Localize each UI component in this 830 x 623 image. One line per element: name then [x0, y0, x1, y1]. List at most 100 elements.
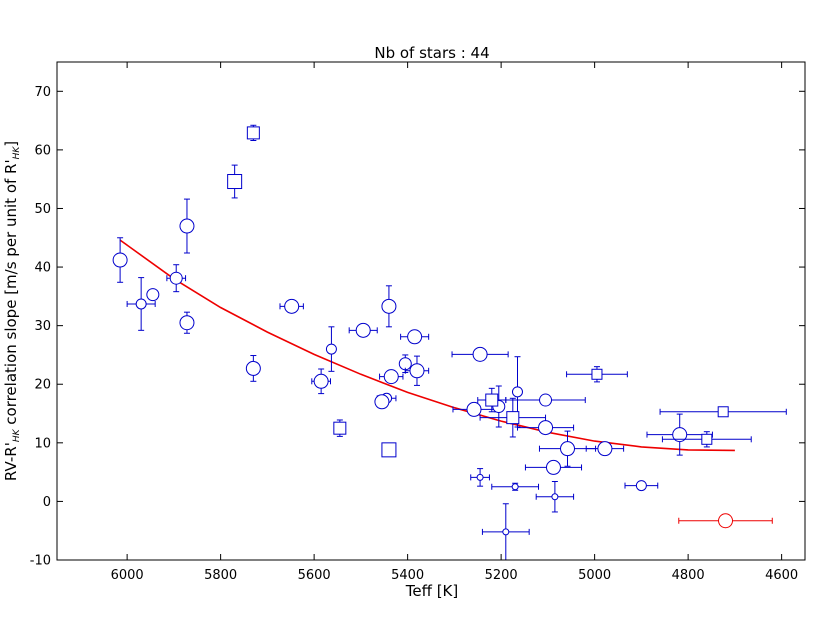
point-marker-square	[333, 421, 347, 435]
point-marker-circle	[476, 473, 484, 481]
point-marker-circle	[381, 298, 397, 314]
data-point	[479, 397, 547, 438]
data-point	[404, 355, 430, 386]
point-marker-circle	[135, 298, 147, 310]
data-point	[400, 329, 430, 345]
y-axis-title: RV-R'HK correlation slope [m/s per unit …	[2, 141, 22, 481]
data-point	[246, 124, 260, 142]
data-point	[166, 264, 187, 293]
data-point	[535, 480, 575, 513]
data-point	[379, 369, 404, 385]
data-point	[348, 322, 378, 338]
point-marker-circle	[245, 360, 261, 376]
point-marker-square	[381, 442, 397, 458]
data-point	[179, 198, 195, 254]
point-marker-circle	[718, 513, 734, 529]
y-axis-title-sub2: HK	[12, 146, 22, 160]
data-point	[245, 355, 261, 382]
point-marker-circle	[466, 401, 482, 417]
data-point	[524, 459, 583, 475]
data-point	[179, 311, 195, 334]
y-axis-title-pre: RV-R'	[2, 442, 20, 481]
x-tick-label: 5200	[485, 568, 518, 583]
data-point	[477, 387, 507, 413]
y-axis-title-mid: correlation slope [m/s per unit of R'	[2, 159, 20, 429]
data-point	[374, 394, 390, 410]
point-marker-circle	[635, 480, 647, 492]
data-point	[661, 431, 752, 448]
x-tick-label: 6000	[111, 568, 144, 583]
y-tick-label: 60	[34, 143, 51, 158]
x-tick-label: 5600	[298, 568, 331, 583]
data-point	[112, 237, 128, 283]
y-tick-label: 0	[43, 495, 51, 510]
y-axis-title-post: ]	[2, 141, 20, 147]
point-marker-circle	[539, 393, 553, 407]
point-marker-square	[506, 411, 520, 425]
point-marker-circle	[179, 218, 195, 234]
data-point	[585, 441, 625, 457]
point-marker-square	[485, 393, 499, 407]
data-point	[678, 513, 773, 529]
point-marker-circle	[597, 441, 613, 457]
plot-frame	[56, 61, 806, 561]
y-tick-label: -10	[30, 554, 51, 569]
point-marker-square	[591, 368, 603, 380]
point-marker-circle	[502, 528, 510, 536]
data-point	[279, 298, 304, 314]
point-marker-circle	[355, 322, 371, 338]
y-tick-label: 40	[34, 261, 51, 276]
x-tick-label: 5000	[578, 568, 611, 583]
data-point	[505, 393, 586, 407]
x-tick-label: 5800	[204, 568, 237, 583]
data-point	[146, 288, 160, 302]
y-axis-title-sub1: HK	[12, 428, 22, 442]
x-tick-label: 4600	[765, 568, 798, 583]
point-marker-circle	[146, 288, 160, 302]
data-point	[381, 285, 397, 328]
data-point	[481, 503, 530, 561]
point-marker-circle	[511, 483, 519, 491]
point-marker-circle	[672, 427, 688, 443]
x-tick-label: 4800	[672, 568, 705, 583]
point-marker-circle	[409, 363, 425, 379]
y-tick-label: 10	[34, 436, 51, 451]
y-tick-label: 50	[34, 202, 51, 217]
ticks-layer: 6000 5800 5600 5400 5200 5000 4800 4600 -10 0 10 20…	[30, 62, 805, 583]
point-marker-circle	[169, 271, 183, 285]
point-marker-circle	[551, 493, 559, 501]
data-point	[516, 420, 575, 436]
point-marker-square	[246, 126, 260, 140]
chart-title: Nb of stars : 44	[374, 44, 489, 62]
point-marker-circle	[179, 315, 195, 331]
data-point	[470, 468, 490, 487]
point-marker-square	[227, 174, 243, 190]
point-marker-circle	[545, 459, 561, 475]
data-point	[491, 482, 540, 491]
data-point	[646, 413, 713, 456]
point-marker-square	[717, 406, 729, 418]
data-point	[325, 326, 337, 372]
data-point	[126, 277, 156, 331]
point-marker-circle	[112, 252, 128, 268]
point-marker-circle	[374, 394, 390, 410]
point-marker-circle	[325, 343, 337, 355]
point-marker-circle	[407, 329, 423, 345]
point-marker-circle	[313, 373, 329, 389]
point-marker-square	[701, 433, 713, 445]
y-tick-label: 70	[34, 85, 51, 100]
point-marker-circle	[284, 298, 300, 314]
x-axis-title: Teff [K]	[405, 582, 459, 600]
x-tick-label: 5400	[391, 568, 424, 583]
data-point	[659, 406, 787, 418]
point-marker-circle	[538, 420, 554, 436]
data-point	[451, 346, 509, 362]
data-point	[566, 366, 628, 383]
data-point	[624, 480, 659, 492]
point-marker-circle	[383, 369, 399, 385]
point-marker-circle	[560, 441, 576, 457]
points-layer	[112, 124, 787, 561]
data-point	[452, 401, 496, 417]
y-tick-label: 20	[34, 378, 51, 393]
